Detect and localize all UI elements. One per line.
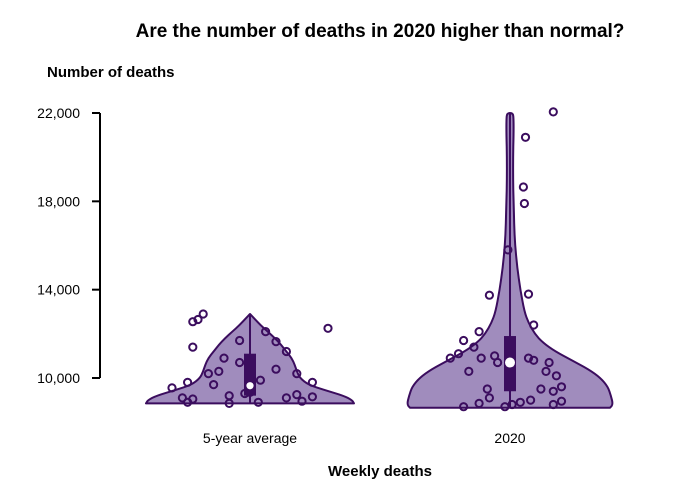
data-point-5-year-average — [271, 337, 281, 347]
violins — [145, 112, 614, 409]
data-point-2020 — [541, 366, 551, 376]
data-point-2020 — [536, 384, 546, 394]
data-point-5-year-average — [209, 380, 219, 390]
x-axis-label: Weekly deaths — [328, 463, 432, 480]
data-point-2020 — [484, 290, 494, 300]
data-point-2020 — [482, 384, 492, 394]
category-labels: 5-year average 2020 — [203, 430, 526, 446]
data-point-2020 — [523, 289, 534, 299]
data-point-5-year-average — [292, 369, 302, 379]
data-point-5-year-average — [224, 391, 234, 401]
data-point-2020 — [484, 393, 494, 403]
data-point-2020 — [548, 386, 558, 396]
data-point-5-year-average — [271, 364, 281, 374]
data-point-5-year-average — [281, 346, 291, 357]
chart-title: Are the number of deaths in 2020 higher … — [136, 21, 625, 42]
data-point-5-year-average — [214, 366, 224, 376]
data-point-5-year-average — [193, 314, 203, 325]
data-point-5-year-average — [261, 327, 271, 337]
data-point-2020 — [520, 132, 531, 142]
data-point-5-year-average — [219, 353, 229, 363]
data-point-2020 — [515, 397, 525, 407]
data-point-2020 — [529, 355, 539, 365]
data-point-2020 — [469, 342, 479, 352]
data-point-2020 — [526, 395, 536, 405]
data-point-2020 — [556, 396, 567, 406]
data-point-2020 — [507, 399, 517, 410]
data-point-2020 — [453, 349, 464, 359]
data-point-2020 — [459, 335, 469, 346]
y-axis: 10,000 14,000 18,000 22,000 — [37, 105, 101, 386]
data-point-5-year-average — [183, 377, 193, 387]
data-point-5-year-average — [292, 390, 302, 400]
y-tick-label: 10,000 — [37, 370, 80, 386]
y-tick-label: 14,000 — [37, 282, 80, 298]
data-point-5-year-average — [297, 396, 307, 406]
data-point-2020 — [523, 353, 534, 363]
data-point-5-year-average — [188, 317, 198, 327]
data-point-2020 — [548, 399, 558, 410]
data-point-5-year-average — [183, 397, 193, 407]
data-point-2020 — [459, 402, 469, 412]
data-point-2020 — [445, 353, 455, 363]
data-point-5-year-average — [255, 375, 265, 385]
data-point-5-year-average — [281, 393, 291, 403]
data-point-2020 — [474, 327, 484, 337]
category-label-5-year-average: 5-year average — [203, 430, 297, 446]
data-point-2020 — [476, 353, 486, 363]
data-point-5-year-average — [253, 397, 263, 407]
data-point-2020 — [518, 182, 529, 192]
y-axis-label: Number of deaths — [47, 64, 175, 81]
median-2020 — [505, 357, 515, 368]
y-tick-label: 22,000 — [37, 105, 80, 121]
data-point-5-year-average — [188, 342, 198, 352]
data-point-2020 — [503, 245, 513, 255]
median-5-year-average — [246, 382, 254, 390]
data-point-5-year-average — [307, 392, 317, 402]
data-point-2020 — [493, 357, 503, 368]
data-point-2020 — [529, 320, 539, 330]
data-point-5-year-average — [235, 335, 245, 346]
data-point-5-year-average — [203, 369, 213, 379]
data-point-5-year-average — [177, 393, 187, 403]
data-point-2020 — [556, 382, 567, 392]
data-point-2020 — [548, 107, 558, 117]
data-point-2020 — [474, 398, 484, 408]
data-point-2020 — [544, 357, 554, 368]
data-point-2020 — [464, 366, 474, 376]
data-point-5-year-average — [235, 357, 245, 368]
boxplots — [244, 113, 516, 408]
y-tick-label: 18,000 — [37, 193, 80, 209]
data-point-5-year-average — [167, 383, 177, 393]
box-5-year-average — [244, 353, 256, 396]
data-points — [167, 107, 567, 412]
data-point-2020 — [551, 371, 562, 381]
data-point-5-year-average — [198, 309, 208, 319]
data-point-5-year-average — [307, 377, 317, 387]
data-point-2020 — [519, 198, 530, 209]
category-label-2020: 2020 — [494, 430, 525, 446]
data-point-5-year-average — [323, 323, 333, 333]
